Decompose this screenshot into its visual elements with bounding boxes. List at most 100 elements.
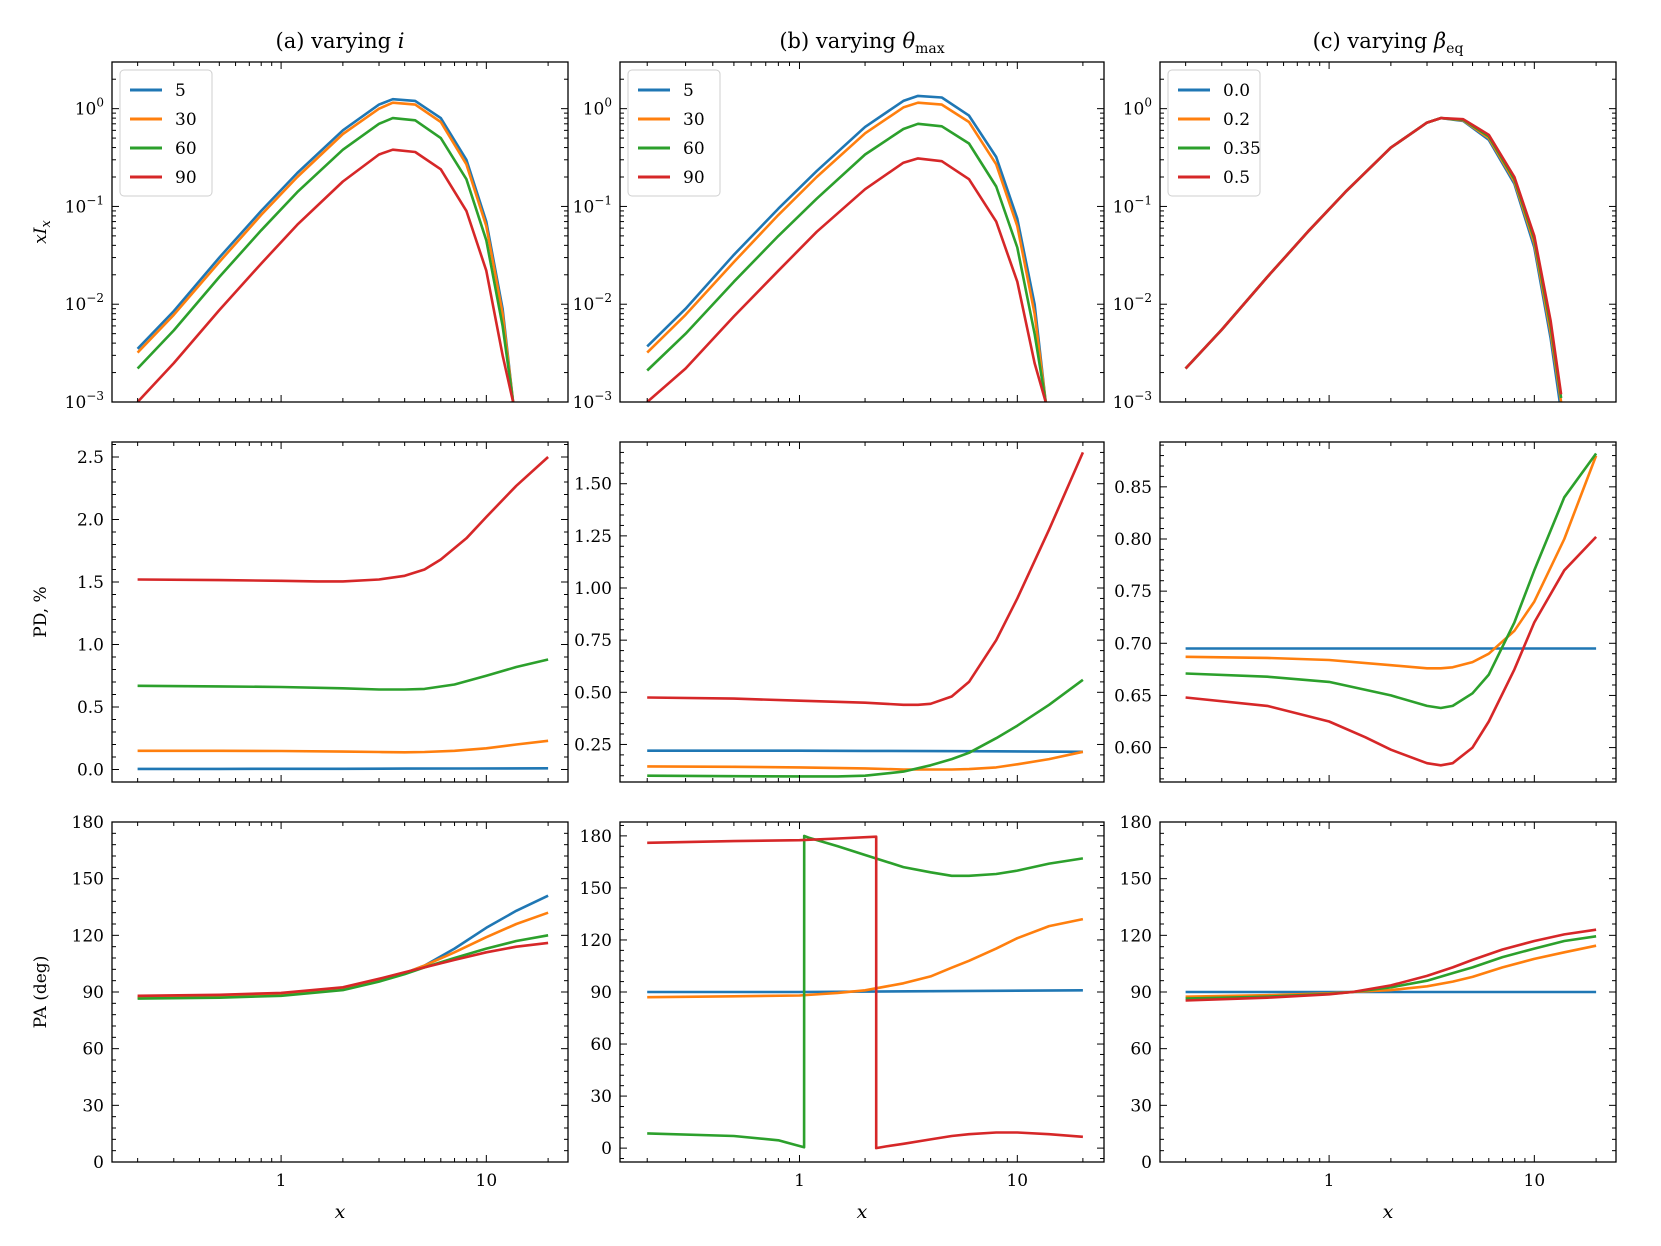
y-tick-label: 0 (1141, 1153, 1152, 1173)
legend-label: 0.0 (1223, 81, 1250, 101)
y-tick-label: 10−1 (573, 193, 612, 217)
series-line-90 (136, 148, 515, 402)
legend-box (627, 69, 721, 197)
legend-box (119, 69, 213, 197)
series-line-5 (137, 766, 549, 771)
x-tick-label: 10 (1006, 1171, 1028, 1191)
y-tick-label: 30 (82, 1096, 104, 1116)
series-line-90 (137, 456, 549, 583)
series-line-0.2 (1185, 455, 1598, 670)
series-line-30 (646, 101, 1047, 402)
legend-label: 30 (175, 110, 197, 130)
legend-label: 5 (175, 81, 186, 101)
y-tick-label: 2.5 (77, 448, 104, 468)
plot-frame (619, 61, 1105, 403)
x-axis-label: x (857, 1201, 868, 1223)
y-tick-label: 180 (580, 827, 612, 847)
y-tick-label: 0.0 (77, 761, 104, 781)
y-tick-label: 0.5 (77, 698, 104, 718)
y-tick-label: 10−3 (65, 389, 104, 413)
legend-label: 0.2 (1223, 110, 1250, 130)
panel-2-3: 0.60 0.65 0.70 0.75 0.80 0.85 (1114, 441, 1617, 783)
legend-label: 5 (683, 81, 694, 101)
y-tick-label: 120 (1120, 926, 1152, 946)
panel-title: (b) varying θmax (779, 29, 944, 57)
y-tick-label: 60 (82, 1040, 104, 1060)
plot-frame (1159, 61, 1617, 403)
y-tick-label: 0 (93, 1153, 104, 1173)
plot-frame (111, 821, 569, 1163)
series-line-60 (137, 658, 549, 691)
y-tick-label: 0.60 (1114, 739, 1152, 759)
y-tick-label: 60 (590, 1035, 612, 1055)
y-tick-label: 100 (1123, 96, 1152, 120)
series-line-60 (647, 834, 1084, 1149)
series-line-60 (647, 678, 1084, 778)
series-line-0.5 (1184, 116, 1563, 395)
panel-3-1: 1 10 0 30 60 90 120 150 180 PA (deg) x (31, 813, 569, 1223)
y-tick-label: 1.50 (574, 475, 612, 495)
plot-frame (111, 61, 569, 403)
series-line-0.5 (1185, 928, 1597, 1002)
series-line-30 (136, 101, 515, 402)
y-tick-label: 0.75 (574, 631, 612, 651)
series-line-90 (647, 451, 1085, 707)
x-tick-label: 1 (1324, 1171, 1335, 1191)
series-line-0.2 (1185, 944, 1597, 998)
series-line-0.35 (1185, 452, 1598, 710)
series-line-90 (647, 835, 1083, 1150)
y-tick-label: 30 (590, 1087, 612, 1107)
panel-2-1: 0.0 0.5 1.0 1.5 2.0 2.5 PD, % (31, 441, 569, 783)
y-tick-label: 0.25 (574, 735, 612, 755)
y-tick-label: 60 (1130, 1040, 1152, 1060)
y-tick-label: 10−1 (1113, 193, 1152, 217)
y-tick-label: 1.0 (77, 636, 104, 656)
legend-label: 0.35 (1223, 139, 1261, 159)
panel-title: (c) varying βeq (1313, 29, 1464, 57)
y-tick-label: 90 (590, 983, 612, 1003)
y-tick-label: 0 (601, 1139, 612, 1159)
series-line-5 (647, 749, 1083, 754)
panel-1-2: 10−3 10−2 10−1 100 (b) varying θmax 5 30 60 90 (573, 29, 1105, 413)
y-tick-label: 90 (82, 983, 104, 1003)
y-tick-label: 0.65 (1114, 686, 1152, 706)
y-tick-label: 10−2 (65, 291, 104, 315)
legend-label: 30 (683, 110, 705, 130)
y-tick-label: 1.00 (574, 579, 612, 599)
y-tick-label: 120 (580, 931, 612, 951)
y-tick-label: 10−3 (1113, 389, 1152, 413)
y-tick-label: 150 (580, 879, 612, 899)
panel-3-2: 1 10 0 30 60 90 120 150 180 x (580, 821, 1105, 1223)
legend-label: 0.5 (1223, 168, 1250, 188)
y-tick-label: 100 (75, 96, 104, 120)
plot-frame (1159, 441, 1617, 783)
series-line-30 (647, 750, 1084, 771)
y-tick-label: 2.0 (77, 511, 104, 531)
y-axis-label: PA (deg) (31, 956, 51, 1029)
y-tick-label: 90 (1130, 983, 1152, 1003)
panel-2-2: 0.25 0.50 0.75 1.00 1.25 1.50 (574, 441, 1105, 783)
y-tick-label: 0.75 (1114, 582, 1152, 602)
panel-title: (a) varying i (276, 29, 405, 53)
y-tick-label: 180 (1120, 813, 1152, 833)
y-tick-label: 10−3 (573, 389, 612, 413)
legend-label: 90 (683, 168, 705, 188)
legend-box (1167, 69, 1261, 197)
y-tick-label: 10−2 (573, 291, 612, 315)
y-tick-label: 1.5 (77, 573, 104, 593)
series-line-60 (137, 934, 549, 1000)
y-axis-label: PD, % (31, 586, 51, 637)
legend-label: 90 (175, 168, 197, 188)
panel-1-1: 10−3 10−2 10−1 100 (a) varying i xIx 5 30 60 90 (31, 29, 569, 413)
legend-label: 60 (683, 139, 705, 159)
series-line-5 (136, 97, 515, 402)
series-line-30 (137, 739, 549, 754)
x-tick-label: 10 (476, 1171, 498, 1191)
y-axis-label: xIx (31, 220, 54, 244)
plot-frame (619, 441, 1105, 783)
series-line-0.5 (1185, 536, 1598, 767)
series-line-90 (646, 157, 1047, 402)
x-tick-label: 1 (794, 1171, 805, 1191)
y-tick-label: 10−2 (1113, 291, 1152, 315)
